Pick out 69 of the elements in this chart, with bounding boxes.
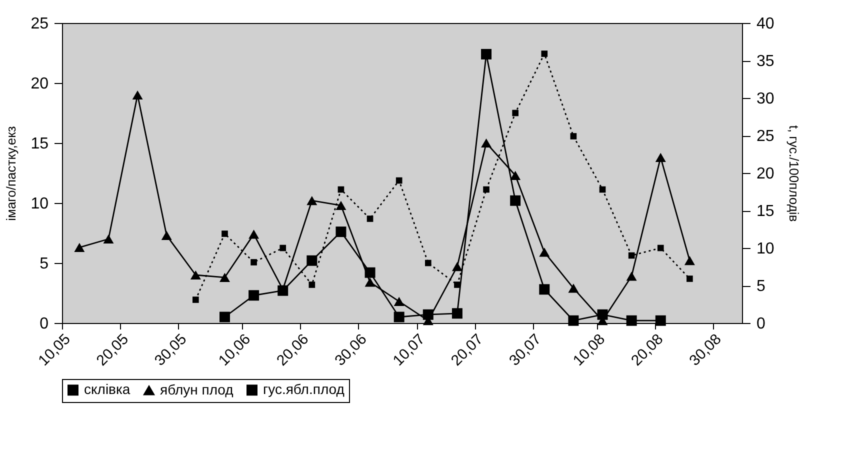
point	[483, 186, 490, 193]
point	[657, 244, 664, 252]
point	[74, 242, 85, 252]
point	[481, 138, 492, 148]
point	[103, 234, 114, 244]
y2-tick-label: 25	[756, 128, 774, 145]
point	[338, 186, 344, 193]
point	[628, 252, 635, 259]
point	[454, 282, 460, 288]
point	[541, 50, 548, 57]
y2-tick-label: 10	[756, 240, 774, 258]
point	[568, 315, 579, 326]
point	[539, 248, 550, 257]
y2-tick-label: 30	[756, 90, 774, 108]
point	[132, 90, 143, 100]
legend-label: склівка	[84, 381, 130, 398]
point	[655, 315, 666, 326]
y2-tick-label: 40	[756, 16, 774, 32]
point	[219, 312, 230, 322]
legend-label: яблун плод	[160, 381, 234, 398]
point	[510, 170, 521, 180]
point	[599, 186, 606, 193]
y2-axis-title: t, гус./100плодів	[786, 125, 802, 222]
point	[336, 200, 346, 210]
point	[568, 284, 579, 293]
point	[248, 230, 260, 239]
y-tick-label: 10	[30, 196, 49, 212]
point	[481, 48, 492, 60]
point	[686, 276, 693, 282]
point	[336, 226, 346, 238]
point	[192, 296, 199, 303]
point	[248, 290, 260, 301]
point	[161, 230, 172, 240]
point	[308, 282, 316, 288]
point	[570, 133, 577, 140]
point	[366, 216, 374, 222]
y-tick-label: 25	[30, 16, 49, 32]
y2-tick-label: 15	[756, 203, 774, 220]
point	[394, 296, 404, 306]
legend-label: гус.ябл.плод	[263, 381, 344, 398]
point	[684, 256, 695, 266]
point	[452, 308, 462, 319]
y-tick-label: 15	[30, 136, 49, 152]
point	[424, 260, 432, 266]
y2-tick-label: 0	[756, 316, 766, 332]
point	[512, 110, 518, 116]
point	[396, 177, 402, 184]
point	[280, 244, 286, 252]
y-tick-label: 0	[40, 316, 49, 332]
point	[539, 284, 550, 295]
point	[250, 259, 257, 266]
point	[626, 272, 637, 281]
y-tick-label: 20	[30, 76, 49, 92]
y-axis-title: імаго/пастку,екз	[4, 126, 19, 221]
point	[510, 195, 521, 206]
point	[364, 278, 376, 287]
point	[655, 152, 666, 162]
point	[190, 270, 201, 280]
y2-tick-label: 20	[756, 166, 774, 182]
point	[626, 315, 637, 326]
point	[452, 262, 462, 272]
point	[306, 196, 318, 206]
point	[394, 312, 404, 322]
y-tick-label: 5	[40, 256, 49, 272]
point	[219, 272, 230, 282]
y2-tick-label: 5	[756, 278, 766, 295]
y2-tick-label: 35	[756, 53, 774, 70]
point	[306, 255, 318, 266]
point	[222, 230, 228, 237]
